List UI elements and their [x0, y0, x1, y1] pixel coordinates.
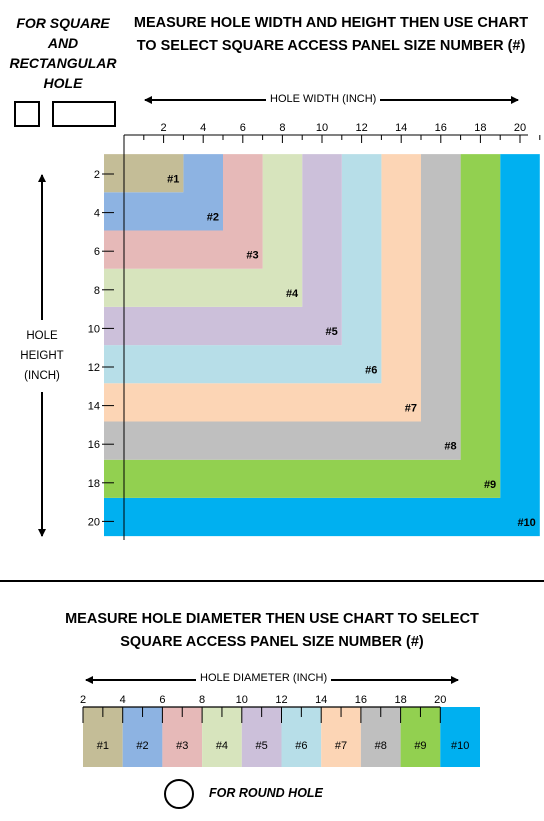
diameter-cell-label: #10	[451, 740, 469, 752]
panel-label: #7	[405, 403, 417, 415]
side-label-line: FOR SQUARE	[16, 15, 110, 31]
panel-region	[104, 154, 421, 422]
x-axis-ticks: 2 4 6 8 10 12 14 16 18 20	[143, 122, 541, 143]
title-line: MEASURE HOLE DIAMETER THEN USE CHART TO …	[65, 611, 479, 627]
diameter-tick-label: 6	[159, 694, 165, 706]
diameter-tick-label: 20	[434, 694, 446, 706]
panel-label: #10	[517, 517, 535, 529]
x-tick-label: 18	[474, 122, 486, 134]
panel-label: #9	[484, 479, 496, 491]
x-tick-label: 16	[435, 122, 447, 134]
diameter-tick-label: 4	[120, 694, 126, 706]
rect-chart-title: MEASURE HOLE WIDTH AND HEIGHT THEN USE C…	[124, 12, 538, 58]
y-title-line: (INCH)	[24, 370, 60, 382]
panel-label: #3	[246, 250, 258, 262]
round-hole-label: FOR ROUND HOLE	[209, 786, 323, 800]
x-tick-label: 10	[316, 122, 328, 134]
diameter-tick-label: 8	[199, 694, 205, 706]
x-tick-label: 14	[395, 122, 407, 134]
diameter-cell-label: #4	[216, 740, 228, 752]
round-hole-icon	[164, 779, 194, 809]
diameter-cell-label: #8	[375, 740, 387, 752]
diameter-tick-label: 14	[315, 694, 327, 706]
panel-label: #1	[167, 173, 179, 185]
panel-region	[104, 154, 382, 384]
title-line: TO SELECT SQUARE ACCESS PANEL SIZE NUMBE…	[136, 38, 526, 54]
panel-label: #8	[444, 441, 456, 453]
panel-region	[104, 154, 501, 498]
diameter-scale: 2 4 6 8 10 12 14 16 18 20 #1 #2 #3 #4 #5 #6 #7 #8 #9 #10	[80, 694, 480, 767]
panel-regions: #1 #2 #3 #4 #5 #6 #7 #8 #9 #10	[104, 154, 540, 537]
panel-label: #2	[207, 212, 219, 224]
round-panel-chart: 2 4 6 8 10 12 14 16 18 20 #1 #2 #3 #4 #5 #6 #7 #8 #9 #10	[80, 676, 480, 767]
diameter-tick-label: 12	[275, 694, 287, 706]
y-title-line: HOLE	[26, 330, 58, 342]
title-line: MEASURE HOLE WIDTH AND HEIGHT THEN USE C…	[133, 15, 529, 31]
y-tick-label: 6	[94, 246, 100, 258]
panel-region	[104, 154, 263, 269]
x-axis-title: HOLE WIDTH (INCH)	[266, 93, 381, 105]
x-tick-label: 12	[355, 122, 367, 134]
diameter-cell-label: #2	[136, 740, 148, 752]
diameter-cell-label: #5	[256, 740, 268, 752]
diameter-axis-title: HOLE DIAMETER (INCH)	[196, 672, 332, 684]
square-rect-hole-label: FOR SQUARE AND RECTANGULAR HOLE	[8, 13, 118, 93]
x-tick-label: 2	[161, 122, 167, 134]
title-line: SQUARE ACCESS PANEL SIZE NUMBER (#)	[120, 634, 424, 650]
diameter-tick-label: 2	[80, 694, 86, 706]
x-tick-label: 4	[200, 122, 206, 134]
round-chart-title: MEASURE HOLE DIAMETER THEN USE CHART TO …	[40, 608, 504, 654]
y-tick-label: 16	[88, 439, 100, 451]
section-divider	[0, 580, 544, 582]
diameter-cell-label: #3	[176, 740, 188, 752]
y-tick-label: 14	[88, 401, 100, 413]
x-tick-label: 8	[279, 122, 285, 134]
x-tick-label: 6	[240, 122, 246, 134]
y-axis-ticks: 2 4 6 8 10 12 14 16 18 20	[88, 169, 114, 528]
y-axis-title: HOLE HEIGHT (INCH)	[12, 326, 72, 386]
y-tick-label: 2	[94, 169, 100, 181]
diameter-tick-label: 10	[236, 694, 248, 706]
panel-region	[104, 154, 461, 460]
panel-label: #6	[365, 364, 377, 376]
y-tick-label: 10	[88, 323, 100, 335]
side-label-line: RECTANGULAR	[9, 55, 117, 71]
diameter-tick-label: 16	[355, 694, 367, 706]
y-tick-label: 4	[94, 208, 100, 220]
y-title-line: HEIGHT	[20, 350, 64, 362]
diameter-cell	[440, 707, 480, 767]
diameter-cell-label: #6	[295, 740, 307, 752]
x-tick-label: 20	[514, 122, 526, 134]
panel-size-chart: #1 #2 #3 #4 #5 #6 #7 #8 #9 #10 2 4 6 8 10 12 14 16 18 20 2…	[38, 96, 541, 540]
diameter-cell-label: #7	[335, 740, 347, 752]
square-hole-icon	[14, 101, 40, 127]
panel-label: #5	[326, 326, 338, 338]
y-tick-label: 18	[88, 478, 100, 490]
rectangular-hole-icon	[52, 101, 116, 127]
side-label-line: HOLE	[43, 75, 83, 91]
diameter-cell-label: #9	[414, 740, 426, 752]
diameter-cell-label: #1	[97, 740, 109, 752]
y-tick-label: 8	[94, 285, 100, 297]
side-label-line: AND	[47, 35, 79, 51]
y-tick-label: 12	[88, 362, 100, 374]
diameter-tick-label: 18	[394, 694, 406, 706]
panel-label: #4	[286, 288, 299, 300]
y-tick-label: 20	[88, 516, 100, 528]
